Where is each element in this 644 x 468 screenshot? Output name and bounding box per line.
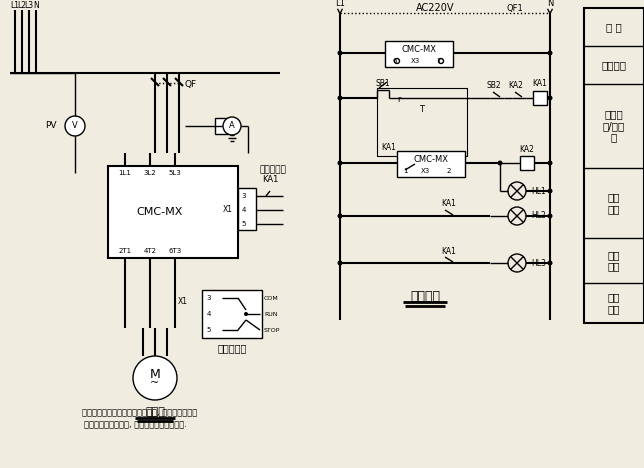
Text: HL3: HL3 [531, 258, 546, 268]
Text: 1: 1 [402, 168, 407, 174]
Text: 的输出方式进行修改, 需对此图做相应的调整.: 的输出方式进行修改, 需对此图做相应的调整. [84, 421, 186, 430]
Text: X1: X1 [223, 205, 233, 213]
Bar [108, 166, 238, 258]
Circle shape [337, 95, 343, 101]
Text: 5: 5 [207, 327, 211, 333]
Text: 5L3: 5L3 [169, 170, 182, 176]
Text: X3: X3 [421, 168, 430, 174]
Text: 7: 7 [437, 58, 441, 64]
Text: 2: 2 [447, 168, 451, 174]
Text: HL1: HL1 [531, 187, 545, 196]
Text: N: N [33, 0, 39, 9]
Text: KA1: KA1 [442, 247, 457, 256]
Circle shape [547, 161, 553, 166]
Circle shape [337, 51, 343, 56]
Text: 6: 6 [393, 58, 397, 64]
Text: 3L2: 3L2 [144, 170, 156, 176]
Circle shape [244, 312, 248, 316]
Text: 单节点控制: 单节点控制 [260, 166, 287, 175]
Circle shape [547, 189, 553, 193]
Text: 2T1: 2T1 [118, 248, 131, 254]
Text: 5: 5 [242, 221, 246, 227]
Text: L1: L1 [335, 0, 345, 8]
Circle shape [547, 261, 553, 265]
Text: KA1: KA1 [381, 144, 397, 153]
Text: L3: L3 [24, 0, 33, 9]
Text: 6T3: 6T3 [168, 248, 182, 254]
Text: X3: X3 [410, 58, 420, 64]
Text: 4: 4 [207, 311, 211, 317]
Text: 控制回路: 控制回路 [410, 290, 440, 302]
Text: AC220V: AC220V [416, 3, 454, 13]
Circle shape [133, 356, 177, 400]
Text: 控制电源: 控制电源 [601, 60, 627, 70]
Text: CMC-MX: CMC-MX [413, 155, 448, 164]
Text: COM: COM [264, 295, 279, 300]
Text: A: A [229, 122, 235, 131]
Text: SB1: SB1 [375, 79, 390, 88]
Bar [202, 290, 262, 338]
Circle shape [547, 51, 553, 56]
Text: 软起动
起/停控
制: 软起动 起/停控 制 [603, 110, 625, 143]
Text: 1L1: 1L1 [118, 170, 131, 176]
Circle shape [223, 117, 241, 135]
Text: 此控制回路图以出厂参数设置为准, 如用户对继电器: 此控制回路图以出厂参数设置为准, 如用户对继电器 [82, 409, 198, 417]
Circle shape [337, 213, 343, 219]
Text: CMC-MX: CMC-MX [137, 207, 183, 217]
Bar [397, 151, 465, 177]
Bar [215, 118, 229, 134]
Text: 故障
指示: 故障 指示 [608, 192, 620, 214]
Text: QF1: QF1 [507, 3, 524, 13]
Circle shape [547, 95, 553, 101]
Bar [377, 88, 467, 156]
Text: 双节点控制: 双节点控制 [217, 343, 247, 353]
Bar [584, 8, 644, 323]
Text: L2: L2 [17, 0, 26, 9]
Text: SB2: SB2 [487, 80, 501, 89]
Text: V: V [72, 122, 78, 131]
Text: KA1: KA1 [442, 199, 457, 209]
Text: 4: 4 [242, 207, 246, 213]
Bar [385, 41, 453, 67]
Circle shape [498, 161, 502, 166]
Text: 3: 3 [207, 295, 211, 301]
Text: 微 断: 微 断 [606, 22, 622, 32]
Text: QF: QF [185, 80, 197, 89]
Bar [238, 188, 256, 230]
Bar [377, 88, 467, 156]
Text: PV: PV [46, 122, 57, 131]
Text: T: T [419, 105, 424, 115]
Bar [520, 156, 534, 170]
Text: CMC-MX: CMC-MX [401, 45, 437, 54]
Text: X1: X1 [178, 298, 188, 307]
Text: M: M [149, 367, 160, 380]
Text: KA2: KA2 [509, 81, 524, 90]
Text: STOP: STOP [264, 328, 280, 332]
Text: 运行
指示: 运行 指示 [608, 250, 620, 271]
Circle shape [65, 116, 85, 136]
Text: KA1: KA1 [533, 80, 547, 88]
Bar [533, 91, 547, 105]
Circle shape [547, 213, 553, 219]
Text: 3: 3 [242, 193, 246, 199]
Text: 主回路: 主回路 [145, 407, 165, 417]
Circle shape [337, 261, 343, 265]
Circle shape [337, 161, 343, 166]
Text: r: r [397, 95, 401, 104]
Text: 停止
指示: 停止 指示 [608, 292, 620, 314]
Text: KA1: KA1 [262, 176, 278, 184]
Text: N: N [547, 0, 553, 8]
Text: ~: ~ [151, 378, 160, 388]
Text: KA2: KA2 [520, 145, 535, 154]
Text: 4T2: 4T2 [144, 248, 156, 254]
Text: RUN: RUN [264, 312, 278, 316]
Text: HL2: HL2 [531, 212, 545, 220]
Text: L1: L1 [10, 0, 19, 9]
